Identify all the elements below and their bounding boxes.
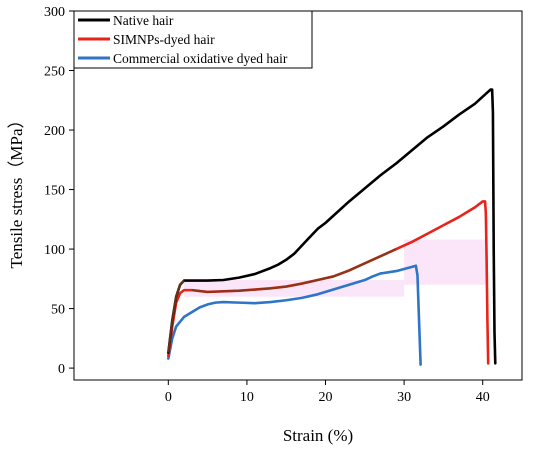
y-tick-label: 150 [44,184,65,199]
y-tick-label: 200 [44,124,65,139]
series-line-native-hair [167,88,497,365]
x-tick-label: 40 [476,390,490,405]
y-tick-label: 250 [44,65,65,80]
y-axis-label: Tensile stress（MPa） [7,112,26,269]
legend-box [73,10,313,69]
y-tick-label: 50 [51,303,65,318]
series-line-commercial-oxidative-dyed-hair [167,264,422,366]
x-tick-label: 10 [240,390,254,405]
x-axis-ticks: 0 10 20 30 40 [165,380,490,405]
legend-label-commercial: Commercial oxidative dyed hair [113,51,288,66]
legend: Native hair SIMNPs-dyed hair Commercial … [73,10,313,69]
x-tick-label: 20 [319,390,333,405]
overlap-overlay-line [167,279,185,353]
x-tick-label: 0 [165,390,172,405]
overlap-overlay-line [191,248,397,294]
pink-highlight-left [184,280,405,297]
series-layer [167,88,497,366]
x-axis-label: Strain (%) [283,426,353,445]
y-tick-label: 300 [44,5,65,20]
y-axis-ticks: 0 50 100 150 200 250 300 [44,5,74,377]
y-tick-label: 0 [58,362,65,377]
y-tick-label: 100 [44,243,65,258]
legend-label-native: Native hair [113,13,174,28]
legend-label-simnps: SIMNPs-dyed hair [113,32,215,47]
x-tick-label: 30 [397,390,411,405]
